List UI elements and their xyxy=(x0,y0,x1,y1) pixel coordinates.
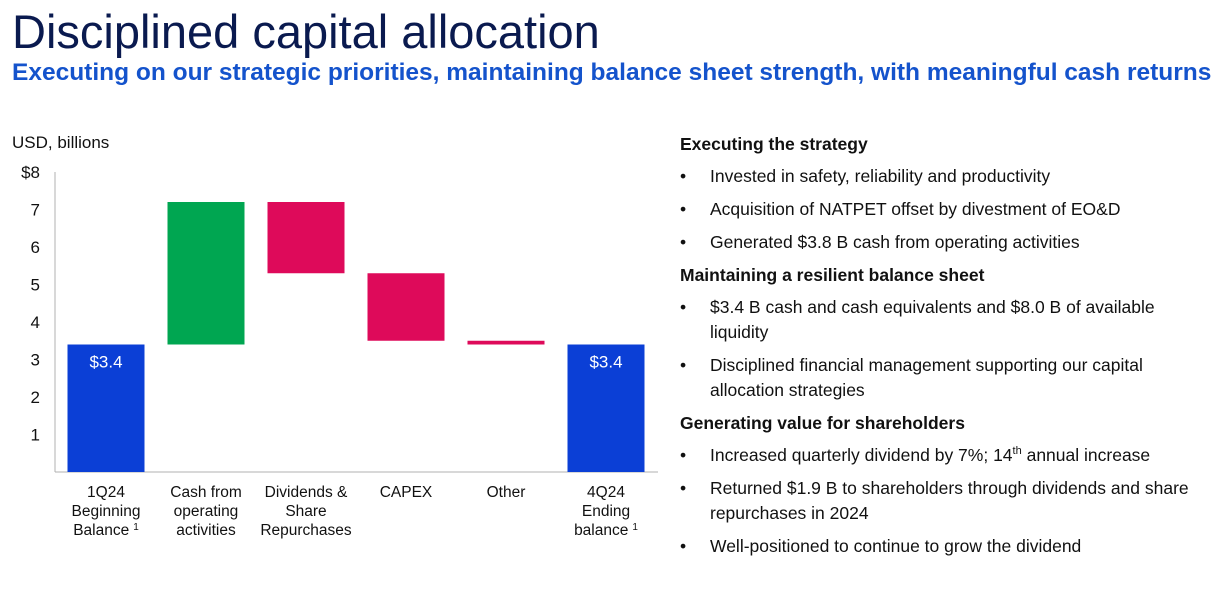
list-item-text: Returned $1.9 B to shareholders through … xyxy=(710,478,1189,523)
bullet-icon: • xyxy=(680,445,687,465)
y-tick-label: 7 xyxy=(31,201,40,220)
y-tick-label: 2 xyxy=(31,388,40,407)
list-item-text: Increased quarterly dividend by 7%; 14 xyxy=(710,445,1013,465)
data-label: $3.4 xyxy=(589,353,622,372)
list-item-text: Invested in safety, reliability and prod… xyxy=(710,166,1051,186)
bar xyxy=(467,340,545,345)
section-shareholder-value: Generating value for shareholders • Incre… xyxy=(680,413,1210,559)
x-tick-label: 1Q24 Beginning Balance 1 xyxy=(72,484,141,539)
x-tick-label: Dividends & Share Repurchases xyxy=(260,484,352,539)
bullet-icon: • xyxy=(680,297,687,317)
list-item: • Increased quarterly dividend by 7%; 14t… xyxy=(680,443,1210,468)
superscript: th xyxy=(1012,445,1022,458)
bullet-icon: • xyxy=(680,355,687,375)
list-item: • Generated $3.8 B cash from operating ac… xyxy=(680,230,1210,255)
section-heading: Generating value for shareholders xyxy=(680,413,965,433)
list-item: • Returned $1.9 B to shareholders through… xyxy=(680,476,1210,526)
bar xyxy=(67,344,145,472)
y-tick-label: 6 xyxy=(31,238,40,257)
highlights-panel: Executing the strategy • Invested in safe… xyxy=(680,134,1210,569)
list-item: • $3.4 B cash and cash equivalents and $8… xyxy=(680,295,1210,345)
bar xyxy=(367,273,445,341)
list-item-text: annual increase xyxy=(1021,445,1151,465)
list-item-text: Well-positioned to continue to grow the … xyxy=(710,536,1082,556)
section-resilient-balance-sheet: Maintaining a resilient balance sheet • $… xyxy=(680,265,1210,403)
y-tick-label: 3 xyxy=(31,351,40,370)
unit-label: USD, billions xyxy=(12,133,109,152)
list-item: • Acquisition of NATPET offset by divestm… xyxy=(680,197,1210,222)
waterfall-chart: USD, billions 1 2 3 4 5 6 7 $8 $3.4 1Q24 Beginning B… xyxy=(12,133,658,539)
bar xyxy=(567,344,645,472)
list-item: • Disciplined financial management suppor… xyxy=(680,353,1210,403)
bar xyxy=(167,202,245,345)
bullet-icon: • xyxy=(680,232,687,252)
section-executing-strategy: Executing the strategy • Invested in safe… xyxy=(680,134,1210,255)
bullet-list: • Invested in safety, reliability and pro… xyxy=(680,164,1210,255)
y-tick-label: $8 xyxy=(21,163,40,182)
bullet-icon: • xyxy=(680,166,687,186)
list-item-text: Disciplined financial management support… xyxy=(710,355,1143,400)
page-subtitle: Executing on our strategic priorities, m… xyxy=(12,59,1212,86)
section-heading: Executing the strategy xyxy=(680,134,868,154)
x-tick-label: Other xyxy=(487,484,526,501)
y-tick-label: 4 xyxy=(31,313,40,332)
x-tick-label: 4Q24 Ending balance 1 xyxy=(574,484,638,539)
list-item: • Invested in safety, reliability and pro… xyxy=(680,164,1210,189)
list-item-text: Generated $3.8 B cash from operating act… xyxy=(710,232,1080,252)
bullet-icon: • xyxy=(680,199,687,219)
x-tick-label: CAPEX xyxy=(380,484,433,501)
y-tick-label: 1 xyxy=(31,426,40,445)
data-label: $3.4 xyxy=(89,353,122,372)
x-tick-label: Cash from operating activities xyxy=(170,484,242,539)
bullet-icon: • xyxy=(680,536,687,556)
bar xyxy=(267,202,345,274)
bullet-list: • $3.4 B cash and cash equivalents and $8… xyxy=(680,295,1210,403)
list-item: • Well-positioned to continue to grow the… xyxy=(680,534,1210,559)
list-item-text: Acquisition of NATPET offset by divestme… xyxy=(710,199,1121,219)
y-tick-label: 5 xyxy=(31,276,40,295)
bullet-list: • Increased quarterly dividend by 7%; 14t… xyxy=(680,443,1210,559)
page-title: Disciplined capital allocation xyxy=(12,5,600,58)
section-heading: Maintaining a resilient balance sheet xyxy=(680,265,985,285)
list-item-text: $3.4 B cash and cash equivalents and $8.… xyxy=(710,297,1155,342)
bullet-icon: • xyxy=(680,478,687,498)
